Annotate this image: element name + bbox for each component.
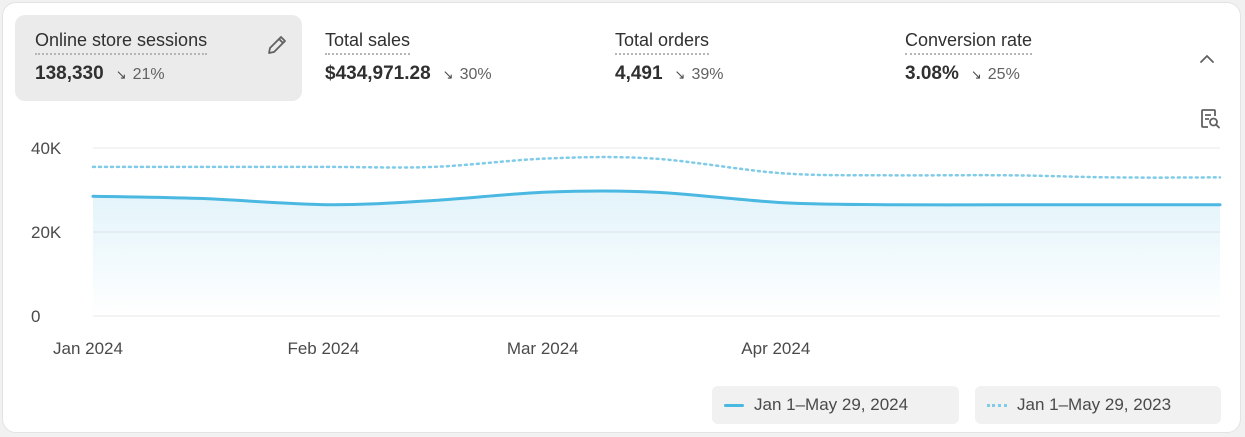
series-line-comparison [91,155,1222,179]
x-tick-label: Jan 2024 [53,339,123,358]
metric-conversion-rate[interactable]: Conversion rate 3.08% ↘ 25% [885,15,1165,101]
metric-total-orders[interactable]: Total orders 4,491 ↘ 39% [595,15,875,101]
y-tick-label: 0 [31,307,40,326]
legend-label: Jan 1–May 29, 2023 [1017,395,1172,414]
sessions-line-chart: 0 20K 40K Jan 2024 Feb 2024 Mar 2024 Apr 2024 [31,139,1222,358]
y-tick-label: 40K [31,139,62,158]
metric-value: 138,330 [35,63,104,84]
arrow-down-right-icon: ↘ [442,67,454,82]
metric-label: Conversion rate [905,29,1033,55]
y-tick-label: 20K [31,223,62,242]
x-tick-label: Feb 2024 [287,339,359,358]
legend-swatch [724,403,744,407]
arrow-down-right-icon: ↘ [970,67,982,82]
metric-value: 3.08% [905,63,959,84]
x-tick-label: Mar 2024 [507,339,579,358]
metric-label: Total orders [615,29,710,55]
x-tick-label: Apr 2024 [741,339,810,358]
metric-change: 30% [459,66,492,83]
metric-label: Online store sessions [35,29,208,55]
legend-swatch [987,403,1007,407]
series-area [93,190,1220,316]
pencil-icon[interactable] [265,33,289,57]
legend-label: Jan 1–May 29, 2024 [754,395,909,414]
metric-change: 39% [691,66,724,83]
metric-change: 25% [987,66,1020,83]
metric-label: Total sales [325,29,411,55]
legend-current-period[interactable]: Jan 1–May 29, 2024 [712,386,959,424]
metric-value: $434,971.28 [325,63,431,84]
metric-value: 4,491 [615,63,663,84]
series-line-current [91,189,1222,207]
chevron-up-icon[interactable] [1195,47,1219,71]
report-search-icon[interactable] [1199,107,1221,131]
metric-online-store-sessions[interactable]: Online store sessions 138,330 ↘ 21% [15,15,302,101]
metric-total-sales[interactable]: Total sales $434,971.28 ↘ 30% [305,15,585,101]
metric-change: 21% [132,66,165,83]
legend-comparison-period[interactable]: Jan 1–May 29, 2023 [975,386,1221,424]
arrow-down-right-icon: ↘ [674,67,686,82]
arrow-down-right-icon: ↘ [115,67,127,82]
